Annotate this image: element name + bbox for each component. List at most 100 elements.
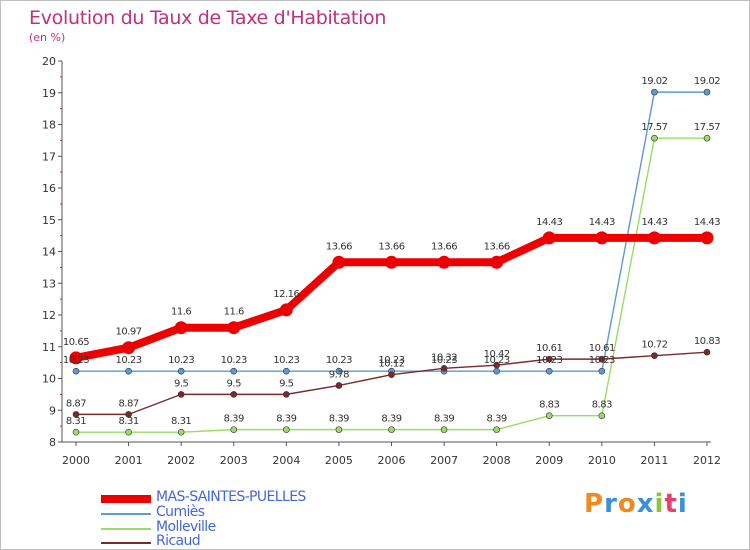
unit-label: (en %): [29, 31, 66, 44]
data-label: 9.5: [174, 378, 189, 389]
data-label: 13.66: [484, 241, 510, 252]
legend-label: Cumiès: [156, 504, 205, 520]
data-point: [542, 231, 556, 245]
data-label: 9.78: [329, 369, 349, 380]
data-label: 14.43: [536, 217, 562, 228]
data-point: [440, 426, 448, 433]
axes: 8 9 10 11 12 13 14 15 16 17 18 19 20 2000 2001 2002 2003…: [42, 55, 721, 467]
data-point: [598, 367, 606, 375]
y-tick-label: 18: [42, 119, 56, 132]
data-point: [72, 411, 80, 418]
x-tick-label: 2003: [220, 454, 248, 467]
data-point: [703, 134, 711, 142]
data-label: 10.61: [536, 343, 562, 354]
data-point: [595, 231, 609, 245]
x-tick-label: 2009: [535, 454, 563, 467]
data-label: 10.23: [326, 355, 352, 366]
data-point: [651, 134, 658, 142]
series-line-2: [75, 137, 708, 433]
data-point: [545, 355, 553, 363]
data-point: [493, 367, 500, 375]
data-point: [703, 348, 711, 356]
y-tick-label: 17: [42, 150, 56, 163]
data-label: 13.66: [378, 241, 404, 252]
x-tick-label: 2005: [325, 454, 353, 467]
data-point: [125, 428, 132, 436]
data-label: 10.72: [641, 340, 667, 351]
x-tick-label: 2007: [430, 454, 458, 467]
data-label: 10.23: [63, 355, 89, 366]
legend-swatch: [101, 513, 151, 515]
legend-label: Ricaud: [156, 533, 201, 549]
y-tick-label: 13: [42, 277, 56, 290]
data-point: [388, 426, 395, 433]
chart-title: Evolution du Taux de Taxe d'Habitation: [29, 7, 387, 29]
legend-swatch: [101, 528, 151, 530]
data-point: [125, 411, 132, 418]
data-label: 10.83: [694, 336, 720, 347]
data-point: [651, 352, 658, 359]
x-tick-label: 2012: [693, 454, 721, 467]
legend-swatch: [101, 495, 151, 503]
data-point: [493, 426, 500, 433]
data-label: 10.23: [273, 355, 299, 366]
x-tick-label: 2008: [483, 454, 511, 467]
data-label: 8.83: [592, 400, 612, 411]
data-point: [545, 412, 553, 419]
data-label: 8.39: [487, 414, 507, 425]
data-label: 10.23: [536, 355, 562, 366]
data-label: 17.57: [641, 122, 667, 133]
data-label: 8.39: [329, 414, 349, 425]
data-point: [335, 367, 343, 375]
data-label: 8.87: [118, 398, 138, 409]
data-point: [174, 321, 188, 335]
data-point: [703, 88, 711, 96]
data-label: 8.31: [118, 416, 138, 427]
data-labels: 10.65 10.97 11.6 11.6 12.16 13.66 13.66 13.66 13…: [63, 76, 721, 427]
y-tick-label: 20: [42, 55, 56, 68]
data-point: [230, 426, 238, 433]
data-point: [283, 426, 290, 433]
data-label: 14.43: [641, 217, 667, 228]
legend-label: MAS-SAINTES-PUELLES: [156, 489, 306, 505]
data-label: 11.6: [224, 307, 244, 318]
data-label: 10.23: [378, 355, 404, 366]
y-tick-label: 14: [42, 246, 56, 259]
data-label: 19.02: [694, 76, 720, 87]
data-label: 8.87: [66, 398, 86, 409]
data-point: [440, 365, 448, 372]
legend-label: Molleville: [156, 519, 216, 535]
data-point: [283, 367, 290, 375]
data-label: 8.39: [434, 414, 454, 425]
data-label: 10.97: [116, 327, 142, 338]
data-label: 17.57: [694, 122, 720, 133]
data-point: [283, 391, 290, 398]
data-label: 8.39: [381, 414, 401, 425]
x-tick-label: 2002: [167, 454, 195, 467]
data-label: 10.23: [431, 355, 457, 366]
data-point: [125, 367, 132, 375]
data-label: 9.5: [279, 378, 294, 389]
data-point: [700, 231, 714, 245]
data-point: [177, 367, 185, 375]
data-label: 10.61: [589, 343, 615, 354]
data-point: [177, 391, 185, 398]
data-point: [69, 351, 83, 365]
data-point: [335, 382, 343, 389]
data-label: 10.32: [431, 352, 457, 363]
x-tick-label: 2004: [272, 454, 300, 467]
data-label: 14.43: [589, 217, 615, 228]
data-point: [388, 371, 395, 378]
data-point: [647, 231, 661, 245]
data-label: 9.5: [227, 378, 242, 389]
y-tick-label: 12: [42, 309, 56, 322]
y-tick-label: 19: [42, 87, 56, 100]
data-point: [493, 361, 500, 369]
data-point: [385, 255, 398, 269]
data-label: 13.66: [326, 241, 352, 252]
data-label: 8.31: [66, 416, 86, 427]
y-tick-label: 15: [42, 214, 56, 227]
y-tick-label: 16: [42, 182, 56, 195]
